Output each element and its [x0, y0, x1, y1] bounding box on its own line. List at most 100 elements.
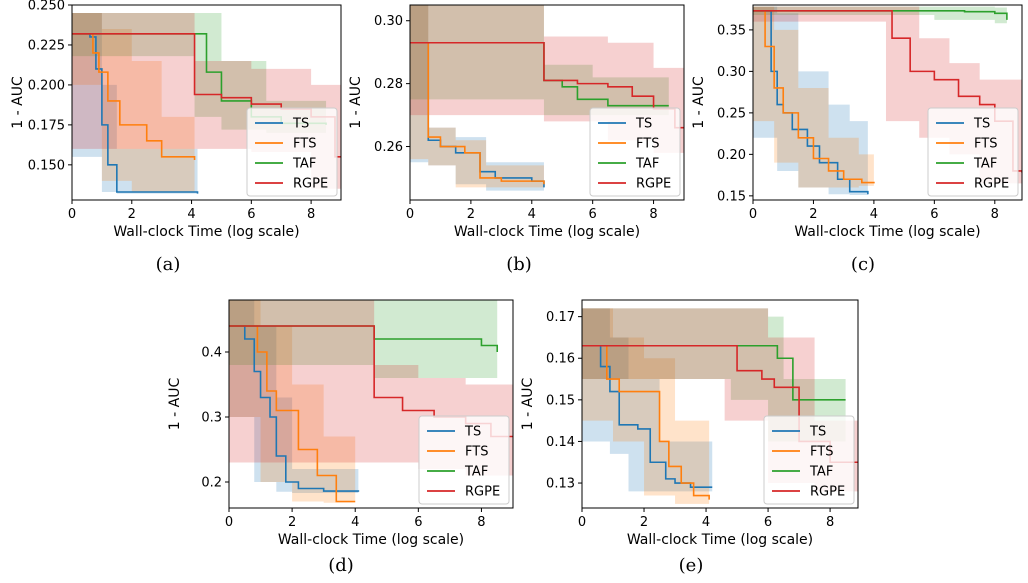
y-axis-label: 1 - AUC — [348, 76, 364, 129]
x-tick-label: 2 — [288, 515, 296, 530]
y-tick-label: 0.2 — [201, 476, 222, 491]
legend-label-fts: FTS — [293, 137, 316, 152]
y-tick-label: 0.250 — [28, 0, 65, 14]
legend-label-fts: FTS — [974, 137, 997, 152]
y-axis-label: 1 - AUC — [691, 76, 707, 129]
chart-a: 0 2 4 6 8 0.150 0.175 0.200 0.225 0.250 Wall-clock… — [10, 0, 342, 240]
y-tick-label: 0.225 — [28, 38, 65, 53]
legend: TS FTS TAF RGPE — [418, 415, 510, 505]
legend-box — [246, 107, 338, 197]
x-tick-label: 2 — [640, 515, 648, 530]
y-axis-label: 1 - AUC — [167, 378, 183, 431]
band-fts — [410, 5, 544, 188]
x-tick-label: 8 — [649, 207, 657, 222]
subfigure-caption: (e) — [679, 555, 704, 576]
x-tick-label: 0 — [749, 207, 757, 222]
legend: TS FTS TAF RGPE — [927, 107, 1019, 197]
y-tick-label: 0.28 — [374, 77, 403, 92]
x-tick-label: 8 — [477, 515, 485, 530]
legend: TS FTS TAF RGPE — [763, 415, 855, 505]
series-line-ts — [72, 32, 199, 194]
x-tick-label: 8 — [307, 207, 315, 222]
y-tick-label: 0.35 — [717, 23, 746, 38]
y-tick-label: 0.3 — [201, 411, 222, 426]
series-line-ts — [582, 344, 713, 488]
x-axis-label: Wall-clock Time (log scale) — [627, 532, 813, 548]
band-fts — [229, 300, 356, 503]
x-axis-label: Wall-clock Time (log scale) — [113, 224, 299, 240]
legend-box — [927, 107, 1019, 197]
axes-frame — [71, 4, 342, 201]
legend-label-rgpe: RGPE — [636, 177, 671, 192]
x-tick-label: 0 — [68, 207, 76, 222]
band-fts — [582, 308, 710, 504]
band-ts — [582, 308, 713, 492]
chart-c: 0 2 4 6 8 0.15 0.20 0.25 0.30 0.35 Wall-clock Time… — [691, 4, 1023, 240]
x-tick-label: 6 — [414, 515, 422, 530]
band-ts — [229, 300, 359, 494]
y-tick-label: 0.15 — [546, 393, 575, 408]
legend-box — [418, 415, 510, 505]
x-tick-label: 4 — [528, 207, 536, 222]
band-ts — [72, 12, 198, 194]
x-tick-label: 4 — [702, 515, 710, 530]
legend-label-taf: TAF — [292, 157, 316, 172]
x-tick-label: 4 — [870, 207, 878, 222]
y-tick-label: 0.17 — [546, 310, 575, 325]
x-axis-label: Wall-clock Time (log scale) — [278, 532, 464, 548]
band-taf — [582, 308, 846, 442]
axes-frame — [228, 299, 514, 509]
band-ts — [410, 5, 544, 191]
band-fts — [72, 12, 195, 193]
band-ts — [753, 6, 868, 196]
series-line-taf — [753, 10, 1008, 20]
series-line-fts — [582, 344, 710, 500]
legend-label-taf: TAF — [464, 465, 488, 480]
x-tick-label: 8 — [991, 207, 999, 222]
series-line-fts — [753, 10, 875, 184]
axes-frame — [581, 299, 859, 509]
x-tick-label: 6 — [247, 207, 255, 222]
x-axis-label: Wall-clock Time (log scale) — [454, 224, 640, 240]
legend-label-taf: TAF — [635, 157, 659, 172]
legend-label-rgpe: RGPE — [465, 485, 500, 500]
series-line-fts — [229, 325, 356, 503]
x-tick-label: 6 — [589, 207, 597, 222]
chart-d: 0 2 4 6 8 0.2 0.3 0.4 Wall-clock Time (log scale… — [167, 299, 514, 548]
y-tick-label: 0.30 — [374, 14, 403, 29]
legend-label-ts: TS — [464, 425, 481, 440]
legend-label-rgpe: RGPE — [293, 177, 328, 192]
legend-label-ts: TS — [635, 117, 652, 132]
chart-e: 0 2 4 6 8 0.13 0.14 0.15 0.16 0.17 Wall-clock Time… — [520, 299, 859, 548]
y-tick-label: 0.20 — [717, 148, 746, 163]
legend-label-fts: FTS — [636, 137, 659, 152]
series-line-fts — [72, 32, 196, 161]
legend-label-taf: TAF — [973, 157, 997, 172]
legend-box — [763, 415, 855, 505]
x-tick-label: 0 — [225, 515, 233, 530]
series-line-fts — [410, 41, 545, 185]
y-tick-label: 0.4 — [201, 346, 222, 361]
x-tick-label: 4 — [187, 207, 195, 222]
legend-label-rgpe: RGPE — [974, 177, 1009, 192]
y-tick-label: 0.200 — [28, 78, 65, 93]
x-tick-label: 2 — [467, 207, 475, 222]
x-tick-label: 4 — [351, 515, 359, 530]
x-tick-label: 8 — [826, 515, 834, 530]
y-tick-label: 0.25 — [717, 106, 746, 121]
subfigure-caption: (b) — [506, 254, 532, 275]
subfigure-caption: (d) — [328, 555, 354, 576]
band-fts — [753, 6, 874, 188]
y-tick-label: 0.15 — [717, 189, 746, 204]
chart-b: 0 2 4 6 8 0.26 0.28 0.30 Wall-clock Time (log sc… — [348, 4, 685, 240]
subfigure-caption: (a) — [156, 254, 181, 275]
legend-box — [589, 107, 681, 197]
x-tick-label: 0 — [578, 515, 586, 530]
x-tick-label: 0 — [406, 207, 414, 222]
legend: TS FTS TAF RGPE — [246, 107, 338, 197]
y-tick-label: 0.175 — [28, 118, 65, 133]
x-tick-label: 2 — [128, 207, 136, 222]
y-tick-label: 0.14 — [546, 435, 575, 450]
y-axis-label: 1 - AUC — [10, 76, 26, 129]
axes-frame — [752, 4, 1023, 201]
